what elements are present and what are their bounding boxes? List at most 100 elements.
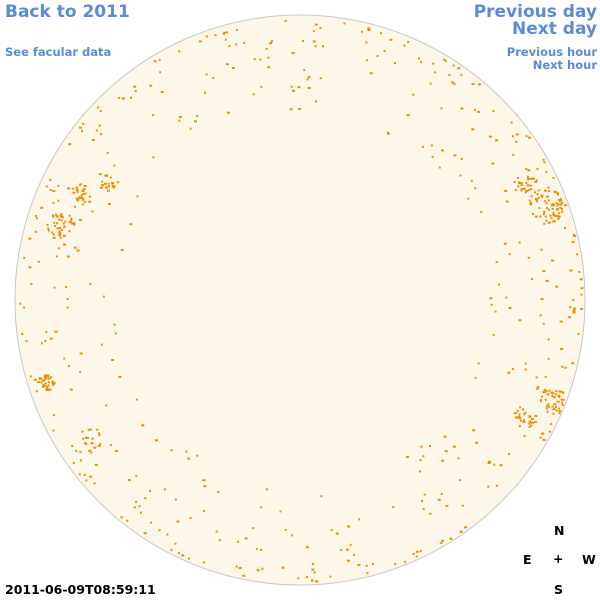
facula-speck <box>531 177 535 180</box>
facula-speck <box>265 47 268 50</box>
facula-speck <box>91 139 95 141</box>
facula-speck <box>572 299 575 301</box>
facula-speck <box>90 451 93 454</box>
facula-speck <box>75 197 78 200</box>
facula-speck <box>222 32 225 35</box>
facula-speck <box>366 572 369 575</box>
facula-speck <box>102 295 105 298</box>
next-hour-link[interactable]: Next hour <box>532 58 597 72</box>
facula-speck <box>520 189 523 192</box>
facula-speck <box>387 132 390 135</box>
facula-speck <box>90 442 94 445</box>
facula-speck <box>548 430 551 433</box>
facula-speck <box>539 399 542 401</box>
next-day-link[interactable]: Next day <box>512 19 597 39</box>
facula-speck <box>555 285 559 288</box>
facula-speck <box>91 210 94 213</box>
facula-speck <box>343 22 346 25</box>
facula-speck <box>543 161 546 164</box>
facula-speck <box>307 76 311 79</box>
facula-speck <box>376 55 379 58</box>
facula-speck <box>443 435 447 438</box>
previous-hour-link[interactable]: Previous hour <box>506 45 597 59</box>
facula-speck <box>306 78 309 81</box>
facula-speck <box>525 168 528 171</box>
facula-speck <box>176 520 180 523</box>
facula-speck <box>311 568 315 571</box>
facula-speck <box>540 298 544 301</box>
facula-speck <box>135 474 138 477</box>
facula-speck <box>71 187 74 190</box>
facula-speck <box>420 445 423 448</box>
facula-speck <box>290 85 293 88</box>
facula-speck <box>40 342 43 345</box>
facula-speck <box>315 580 318 583</box>
facula-speck <box>528 199 531 202</box>
facula-speck <box>515 141 518 143</box>
see-facular-data-link[interactable]: See facular data <box>5 45 112 59</box>
facula-speck <box>314 23 318 26</box>
facula-speck <box>57 247 60 250</box>
facula-speck <box>536 386 540 389</box>
facula-speck <box>527 169 531 172</box>
facula-speck <box>107 189 110 192</box>
facula-speck <box>93 446 97 449</box>
facula-speck <box>158 58 161 61</box>
facula-speck <box>380 32 383 35</box>
facula-speck <box>85 443 88 446</box>
compass-west: W <box>582 552 596 567</box>
facula-speck <box>159 71 162 74</box>
facula-speck <box>68 143 72 146</box>
facula-speck <box>70 219 73 222</box>
facula-speck <box>44 374 46 377</box>
facula-speck <box>82 188 86 191</box>
facula-speck <box>312 563 315 565</box>
facula-speck <box>212 77 215 79</box>
back-to-year-link[interactable]: Back to 2011 <box>5 2 130 22</box>
facula-speck <box>243 41 246 44</box>
facula-speck <box>526 184 530 187</box>
facula-speck <box>555 215 559 217</box>
facula-speck <box>477 110 480 113</box>
facula-speck <box>76 249 80 252</box>
facula-speck <box>503 242 507 245</box>
facula-speck <box>35 390 38 393</box>
facula-speck <box>49 189 52 191</box>
facula-speck <box>56 222 58 225</box>
facula-speck <box>185 450 188 453</box>
facula-speck <box>561 210 564 213</box>
facula-speck <box>459 479 462 482</box>
facula-speck <box>135 500 138 503</box>
facula-speck <box>457 457 460 460</box>
facula-speck <box>160 90 164 93</box>
facula-speck <box>289 108 293 111</box>
facula-speck <box>44 340 47 342</box>
facula-speck <box>540 248 543 251</box>
facula-speck <box>152 114 155 117</box>
facula-speck <box>66 306 69 309</box>
facula-speck <box>231 67 235 69</box>
facula-speck <box>59 214 63 217</box>
active-region-markers <box>19 19 584 583</box>
facula-speck <box>524 362 527 365</box>
facula-speck <box>550 204 554 207</box>
facula-speck <box>80 194 83 196</box>
facula-speck <box>569 269 573 272</box>
facula-speck <box>79 450 82 453</box>
facula-speck <box>53 286 56 289</box>
facula-speck <box>418 57 420 60</box>
facula-speck <box>187 457 191 460</box>
facula-speck <box>281 566 285 569</box>
facula-speck <box>357 564 361 566</box>
previous-day-link[interactable]: Previous day <box>473 2 597 22</box>
facula-speck <box>38 377 42 380</box>
facula-speck <box>415 550 419 553</box>
facula-speck <box>474 108 476 111</box>
facula-speck <box>108 202 111 205</box>
facula-speck <box>98 124 101 127</box>
facula-speck <box>360 30 363 33</box>
facula-speck <box>546 393 550 396</box>
facula-speck <box>112 186 116 189</box>
facula-speck <box>542 391 546 394</box>
facula-speck <box>528 425 531 428</box>
